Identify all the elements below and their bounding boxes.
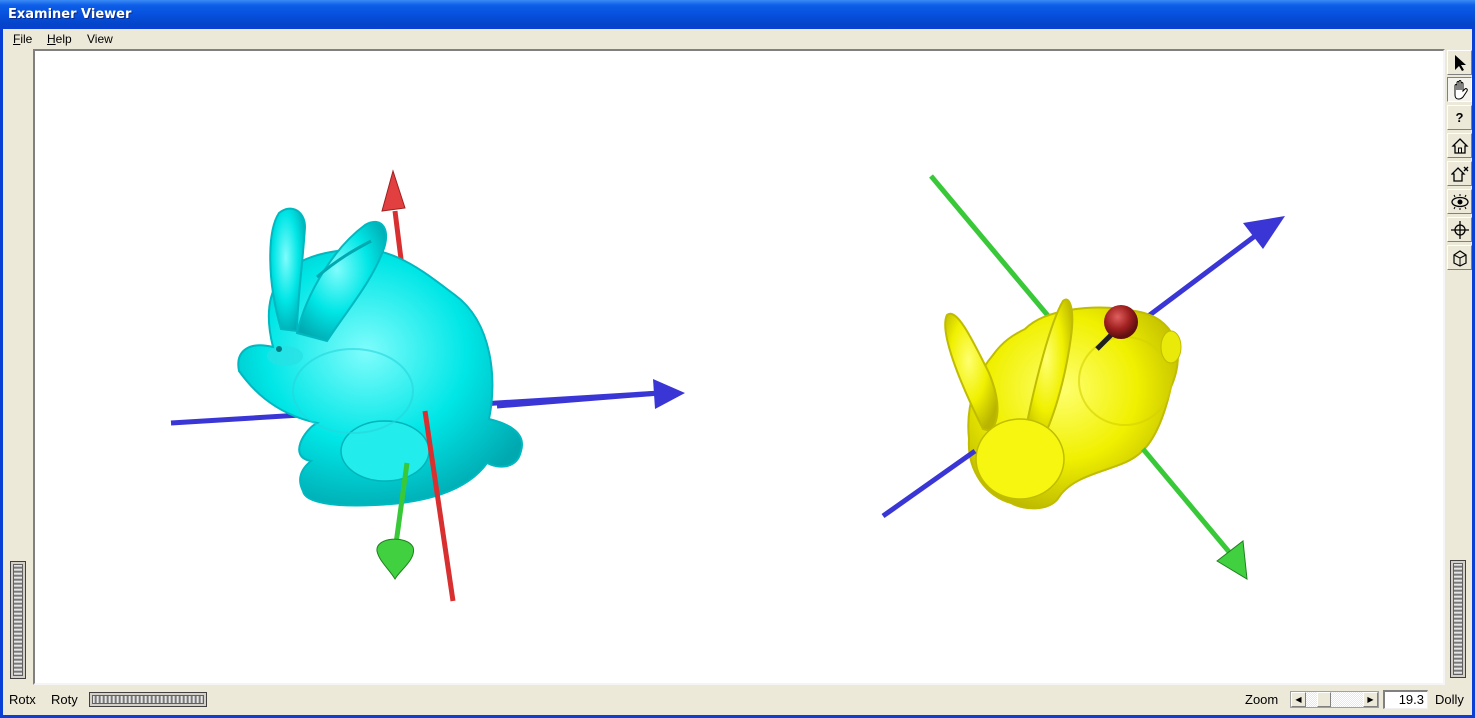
menu-help[interactable]: Help <box>45 31 74 47</box>
window-title: Examiner Viewer <box>8 7 132 22</box>
menu-file-accel: F <box>13 32 21 46</box>
right-axes-front <box>881 305 1248 580</box>
dolly-thumbwheel[interactable] <box>1450 560 1466 678</box>
right-axes-back <box>929 174 1285 338</box>
pick-mode-button[interactable] <box>1447 50 1472 75</box>
set-home-button[interactable] <box>1447 161 1472 186</box>
projection-button[interactable] <box>1447 245 1472 270</box>
crosshair-icon <box>1450 220 1469 239</box>
zoom-slider-thumb[interactable] <box>1317 692 1331 707</box>
home-button[interactable] <box>1447 133 1472 158</box>
left-arrow-icon: ◀ <box>1295 695 1302 704</box>
hand-icon <box>1454 79 1468 99</box>
bunny-left <box>237 207 523 507</box>
eye-icon <box>1450 193 1469 210</box>
question-icon: ? <box>1455 110 1464 125</box>
rotx-label: Rotx <box>9 692 36 707</box>
set-home-icon <box>1450 166 1468 182</box>
view-all-button[interactable] <box>1447 189 1472 214</box>
menu-file[interactable]: File <box>11 31 34 47</box>
right-arrow-icon: ▶ <box>1367 695 1374 704</box>
zoom-slider[interactable]: ◀ ▶ <box>1290 691 1379 708</box>
rotx-thumbwheel-grip <box>13 564 23 676</box>
menu-view[interactable]: View <box>87 32 113 46</box>
bunny-right <box>944 298 1182 510</box>
render-viewport[interactable] <box>33 49 1445 685</box>
seek-button[interactable] <box>1447 217 1472 242</box>
viewer-toolbar: ? <box>1446 50 1472 280</box>
roty-thumbwheel[interactable] <box>89 692 207 707</box>
menu-help-rest: elp <box>55 32 72 46</box>
zoom-increase-button[interactable]: ▶ <box>1363 692 1378 707</box>
home-icon <box>1450 137 1469 154</box>
perspective-cube-icon <box>1452 249 1467 267</box>
menu-help-accel: H <box>47 32 56 46</box>
roty-thumbwheel-grip <box>92 695 204 704</box>
rotx-thumbwheel[interactable] <box>10 561 26 679</box>
roty-label: Roty <box>51 692 78 707</box>
menu-file-rest: ile <box>20 32 33 46</box>
dolly-thumbwheel-grip <box>1453 563 1463 675</box>
arrow-cursor-icon <box>1454 54 1466 71</box>
red-sphere-marker <box>1104 305 1138 339</box>
view-mode-button[interactable] <box>1447 77 1472 102</box>
scene-canvas <box>170 169 1285 602</box>
zoom-decrease-button[interactable]: ◀ <box>1291 692 1306 707</box>
help-button[interactable]: ? <box>1447 105 1472 130</box>
menu-bar: File Help View <box>3 29 1472 49</box>
left-axes-front <box>376 390 661 602</box>
dolly-label: Dolly <box>1435 692 1464 707</box>
zoom-value-field[interactable]: 19.3 <box>1383 690 1428 709</box>
zoom-label: Zoom <box>1245 692 1279 707</box>
title-bar[interactable]: Examiner Viewer <box>0 0 1475 29</box>
